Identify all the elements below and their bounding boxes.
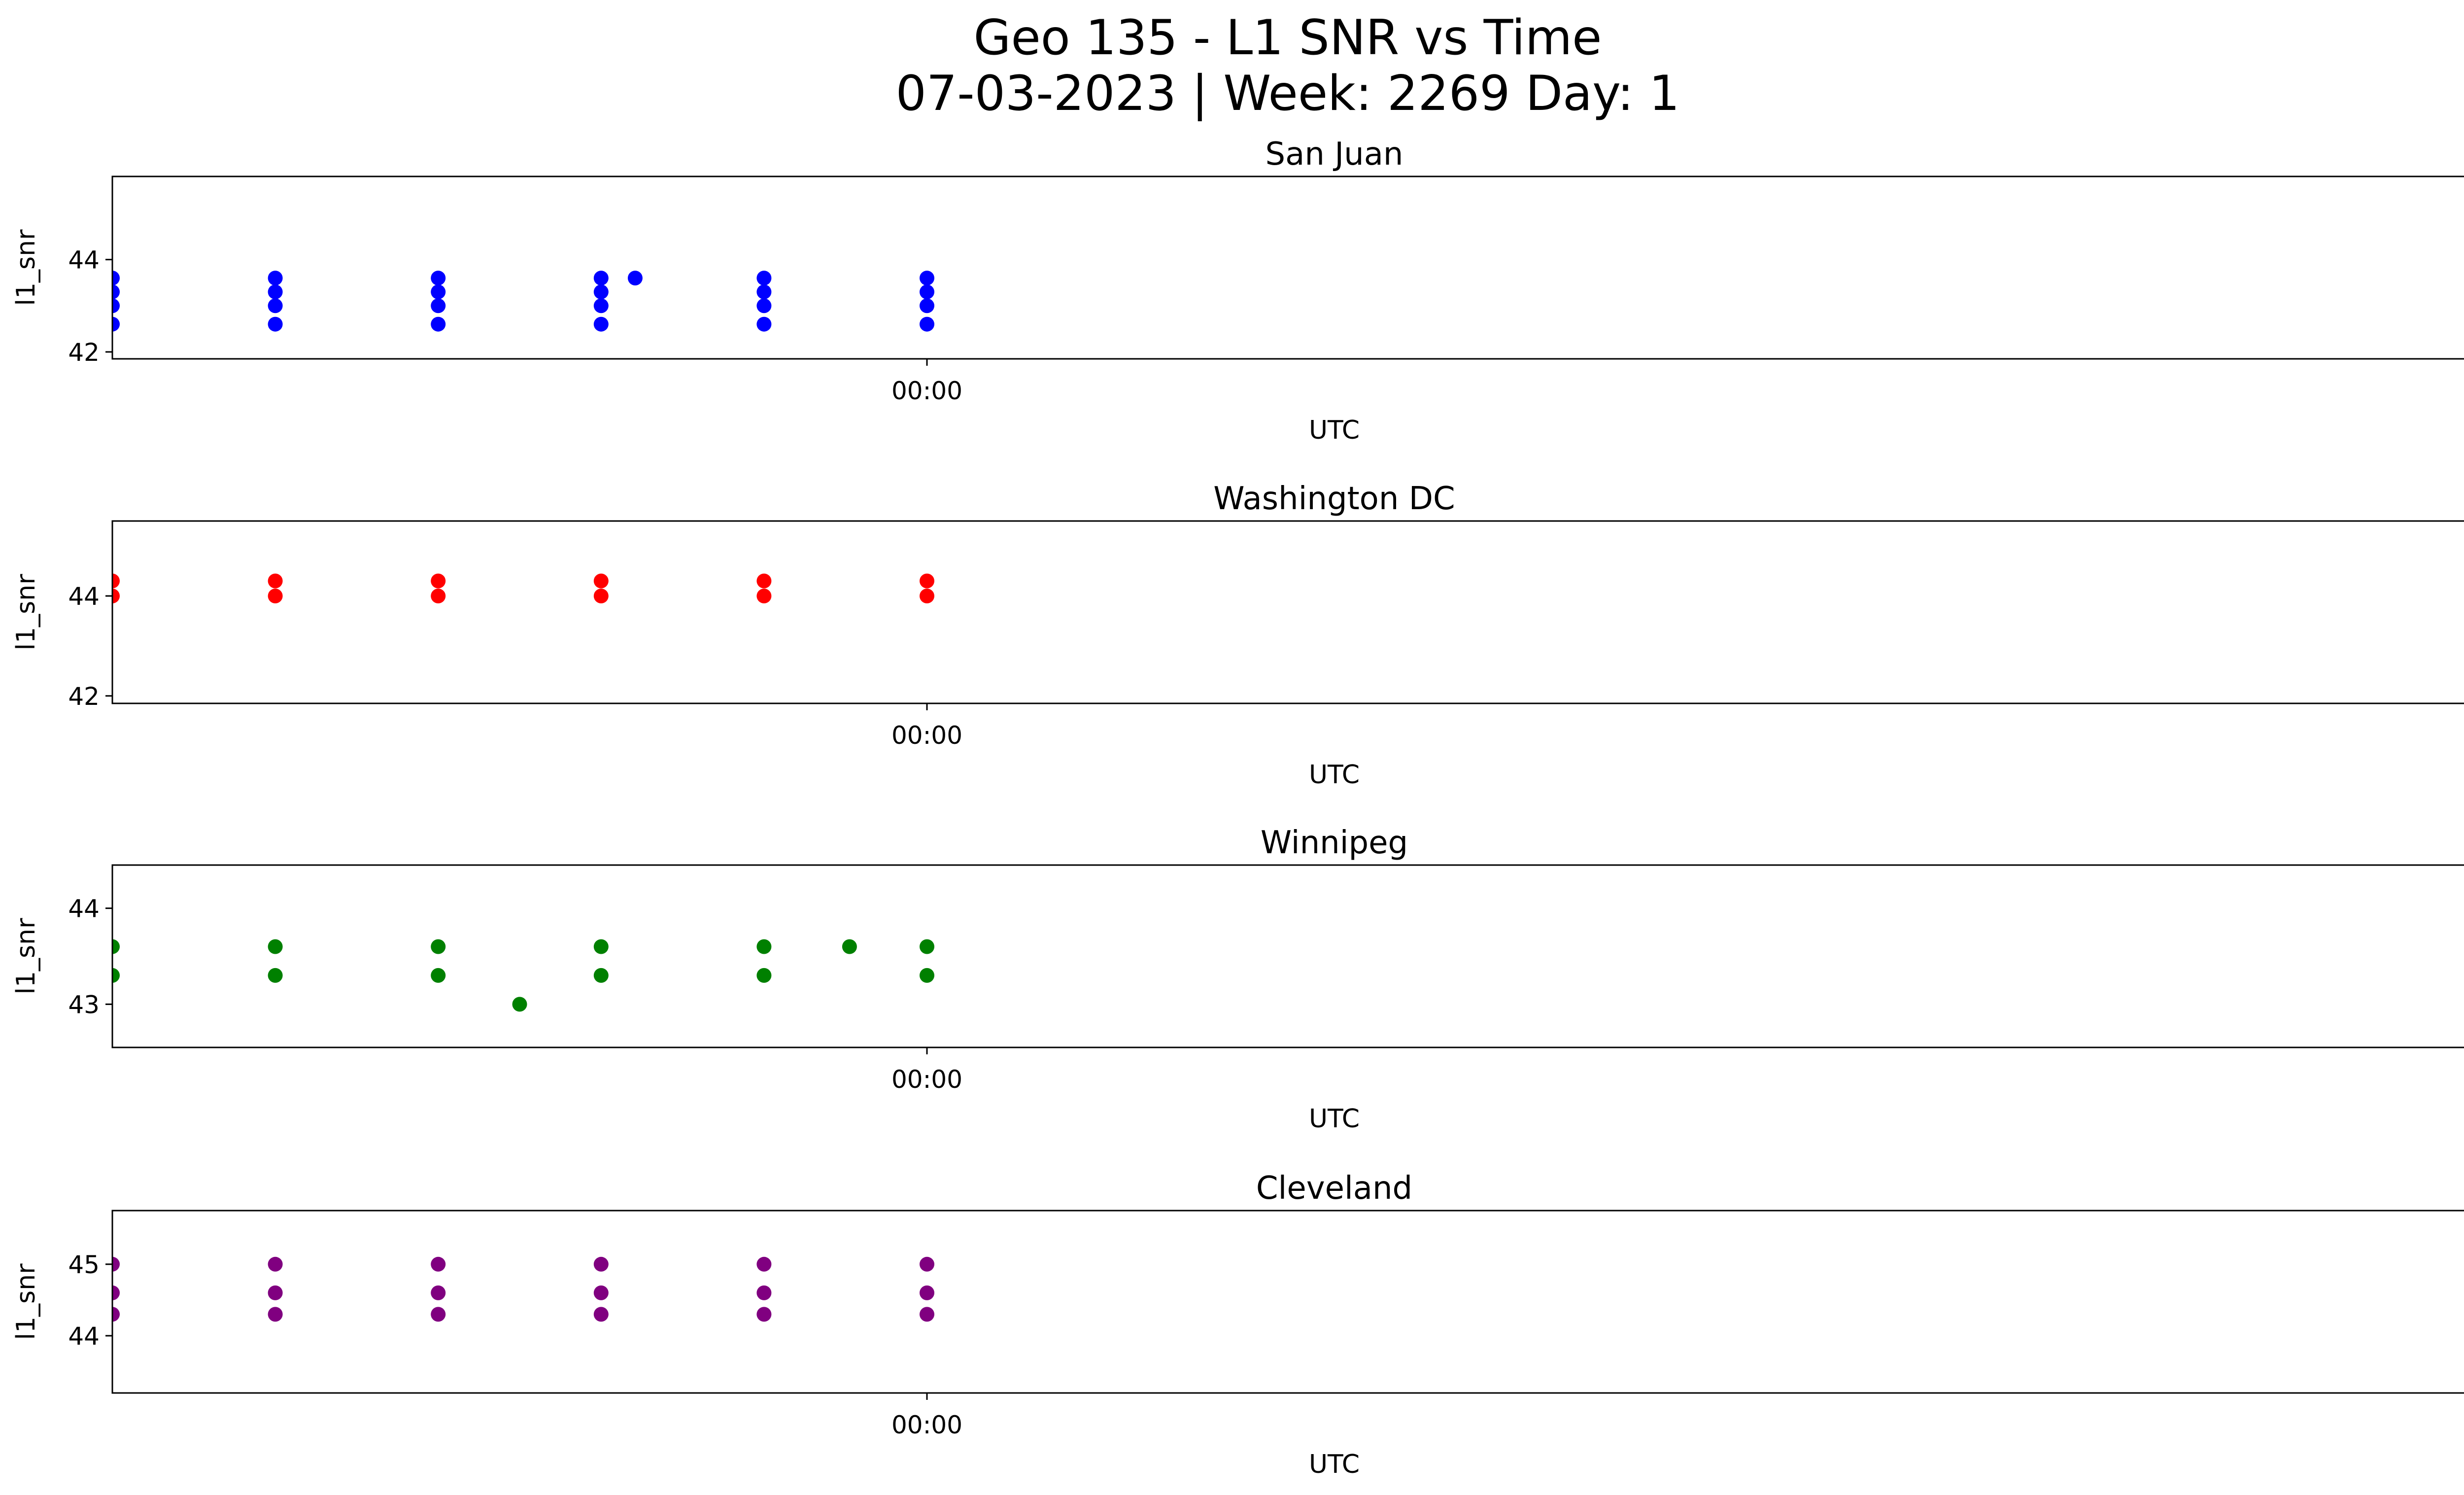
data-point: [756, 317, 771, 332]
x-axis-label: UTC: [1309, 416, 1360, 445]
data-point: [920, 589, 934, 603]
y-axis: 42 44 l1_snr: [11, 574, 112, 711]
data-point: [431, 271, 445, 285]
y-axis-label: l1_snr: [11, 229, 41, 306]
data-point: [756, 589, 771, 603]
subplot-1: Washington DC 00:0003:0006:0009:0012:0015…: [0, 481, 2464, 790]
x-axis: 00:0003:0006:0009:0012:0015:0018:0021:00…: [0, 703, 1360, 790]
scatter-points: [0, 872, 934, 1050]
data-point: [594, 317, 609, 332]
data-point: [594, 298, 609, 313]
subplot-2: Winnipeg00:0003:0006:0009:0012:0015:0018…: [0, 825, 2464, 1134]
y-tick-label: 42: [68, 682, 100, 711]
scatter-points: [0, 523, 934, 703]
data-point: [920, 271, 934, 285]
data-point: [756, 574, 771, 589]
y-axis-label: l1_snr: [11, 574, 41, 651]
x-axis: 00:0003:0006:0009:0012:0015:0018:0021:00…: [0, 359, 1360, 445]
y-axis: 42 44 l1_snr: [11, 229, 112, 367]
data-point: [431, 574, 445, 589]
data-point: [594, 271, 609, 285]
subplot-0: San Juan 00:0003:0006:0009:0012:0015:0018…: [0, 136, 2464, 445]
data-point: [628, 271, 643, 285]
y-tick-label: 42: [68, 338, 100, 367]
data-point: [268, 271, 283, 285]
data-point: [594, 574, 609, 589]
x-tick-label: 00:00: [891, 721, 962, 750]
data-point: [431, 317, 445, 332]
data-point: [431, 284, 445, 299]
data-point: [920, 317, 934, 332]
data-point: [920, 574, 934, 589]
data-point: [268, 284, 283, 299]
data-point: [268, 298, 283, 313]
data-point: [920, 284, 934, 299]
y-tick-label: 44: [68, 582, 100, 611]
plot-frame: [112, 521, 2464, 703]
x-tick-label: 00:00: [891, 377, 962, 405]
data-point: [268, 574, 283, 589]
data-point: [594, 284, 609, 299]
subplot-title: San Juan: [1266, 136, 1403, 173]
plot-frame: [112, 176, 2464, 359]
data-point: [268, 589, 283, 603]
data-point: [756, 271, 771, 285]
subplot-title: Winnipeg: [1261, 825, 1408, 861]
x-axis-label: UTC: [1309, 760, 1360, 790]
subplot-title: Washington DC: [1213, 481, 1455, 517]
data-point: [431, 298, 445, 313]
data-point: [920, 298, 934, 313]
data-point: [756, 298, 771, 313]
data-point: [594, 589, 609, 603]
data-point: [431, 589, 445, 603]
data-point: [268, 317, 283, 332]
scatter-points: [0, 178, 934, 359]
y-tick-label: 44: [68, 246, 100, 275]
data-point: [756, 284, 771, 299]
